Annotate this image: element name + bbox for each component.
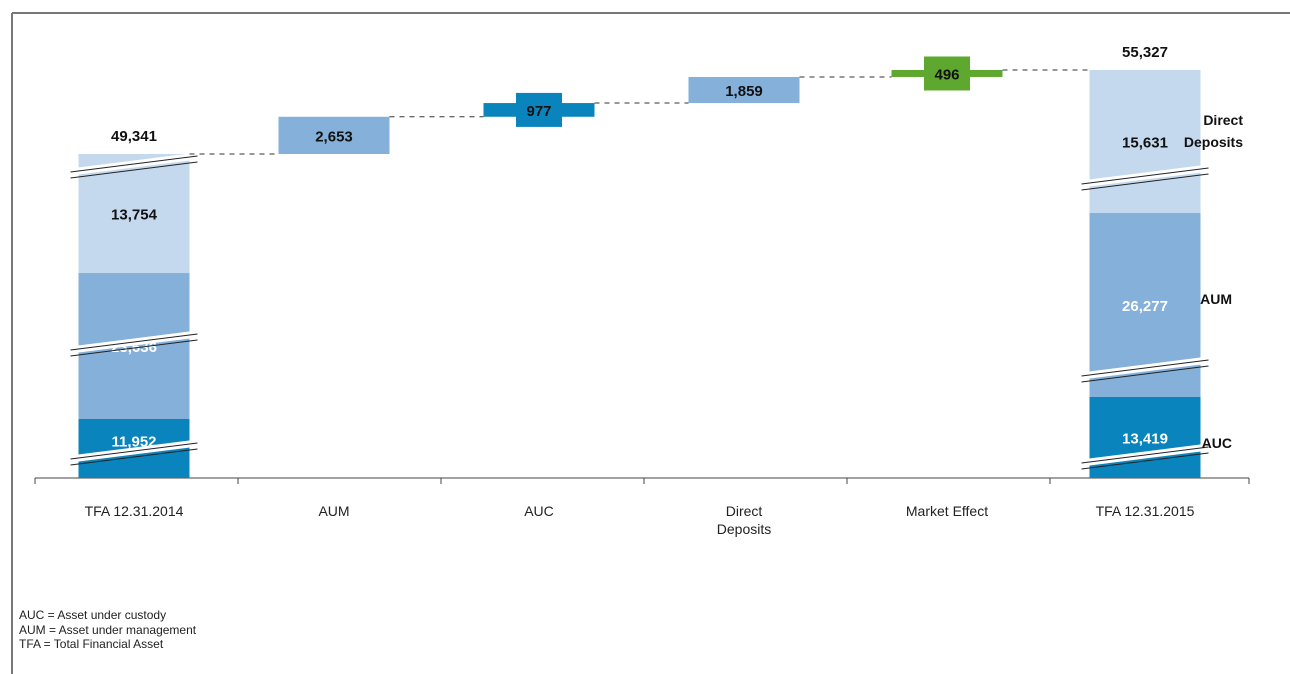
x-tick-label-1: AUM	[318, 503, 349, 519]
footnote-aum: AUM = Asset under management	[19, 622, 197, 637]
end-label-aum: 26,277	[1122, 298, 1168, 315]
x-tick-label-5: TFA 12.31.2015	[1096, 503, 1195, 519]
step-label-auc: 977	[526, 103, 551, 120]
end-segment-direct-deposits	[1089, 70, 1201, 213]
step-label-aum: 2,653	[315, 128, 353, 145]
step-bar-direct-deposits	[688, 76, 800, 104]
end-total-label: 55,327	[1122, 44, 1168, 61]
step-label-box-auc	[516, 92, 562, 127]
step-bar-aum	[278, 116, 390, 154]
side-label-0: AUC	[1202, 435, 1232, 451]
start-segment-direct-deposits	[78, 154, 190, 273]
step-label-direct-deposits: 1,859	[725, 83, 763, 100]
end-axis-break-0	[1081, 443, 1209, 470]
x-tick-label-3: Direct Deposits	[717, 503, 771, 537]
x-tick-label-2: AUC	[524, 503, 554, 519]
start-label-direct-deposits: 13,754	[111, 207, 158, 224]
step-label-box-market-effect	[924, 56, 970, 91]
footnote-auc: AUC = Asset under custody	[19, 608, 167, 622]
end-label-direct-deposits: 15,631	[1122, 135, 1168, 152]
start-axis-break-1	[70, 330, 198, 357]
end-segment-auc	[1089, 397, 1201, 478]
side-label-1: AUM	[1200, 291, 1232, 307]
end-label-auc: 13,419	[1122, 431, 1168, 448]
footnote-tfa: TFA = Total Financial Asset	[19, 637, 164, 651]
end-axis-break-2	[1081, 164, 1209, 191]
side-label-2: Direct Deposits	[1184, 112, 1243, 150]
x-tick-label-4: Market Effect	[906, 503, 988, 519]
step-label-market-effect: 496	[934, 66, 959, 83]
start-axis-break-2	[70, 152, 198, 179]
x-tick-label-0: TFA 12.31.2014	[85, 503, 184, 519]
end-axis-break-1	[1081, 356, 1209, 383]
start-total-label: 49,341	[111, 128, 157, 145]
footnotes: AUC = Asset under custody AUM = Asset un…	[19, 608, 196, 652]
start-axis-break-0	[70, 439, 198, 466]
